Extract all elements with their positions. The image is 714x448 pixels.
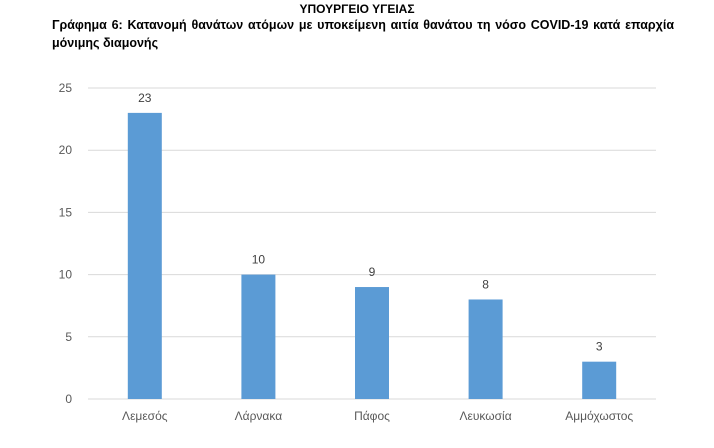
chart-title: Γράφημα 6: Κατανομή θανάτων ατόμων με υπ… bbox=[52, 18, 674, 50]
bars bbox=[127, 112, 617, 399]
x-tick-label: Λεμεσός bbox=[122, 409, 168, 423]
data-labels: 23 10 9 8 3 bbox=[138, 91, 603, 354]
data-label: 10 bbox=[252, 253, 266, 267]
data-label: 3 bbox=[596, 340, 603, 354]
bar bbox=[582, 361, 617, 399]
x-tick-label: Λευκωσία bbox=[460, 409, 512, 423]
y-tick-label: 25 bbox=[59, 81, 73, 95]
bar bbox=[127, 112, 162, 399]
x-axis-ticks: Λεμεσός Λάρνακα Πάφος Λευκωσία Αμμόχωστος bbox=[122, 409, 633, 423]
bar bbox=[355, 287, 389, 399]
x-tick-label: Αμμόχωστος bbox=[565, 409, 633, 423]
y-tick-label: 0 bbox=[65, 392, 72, 406]
bar bbox=[241, 274, 276, 399]
bar bbox=[468, 299, 503, 399]
y-tick-label: 15 bbox=[59, 205, 73, 219]
x-tick-label: Λάρνακα bbox=[235, 409, 283, 423]
x-tick-label: Πάφος bbox=[354, 409, 390, 423]
ministry-name: ΥΠΟΥΡΓΕΙΟ ΥΓΕΙΑΣ bbox=[299, 2, 415, 16]
y-tick-label: 10 bbox=[59, 268, 73, 282]
data-label: 8 bbox=[482, 277, 489, 291]
y-tick-label: 20 bbox=[59, 143, 73, 157]
data-label: 9 bbox=[369, 265, 376, 279]
y-axis-ticks: 0 5 10 15 20 25 bbox=[59, 81, 73, 406]
y-tick-label: 5 bbox=[65, 330, 72, 344]
data-label: 23 bbox=[138, 91, 152, 105]
report-header: ΥΠΟΥΡΓΕΙΟ ΥΓΕΙΑΣ Γράφημα 6: Κατανομή θαν… bbox=[0, 0, 714, 60]
